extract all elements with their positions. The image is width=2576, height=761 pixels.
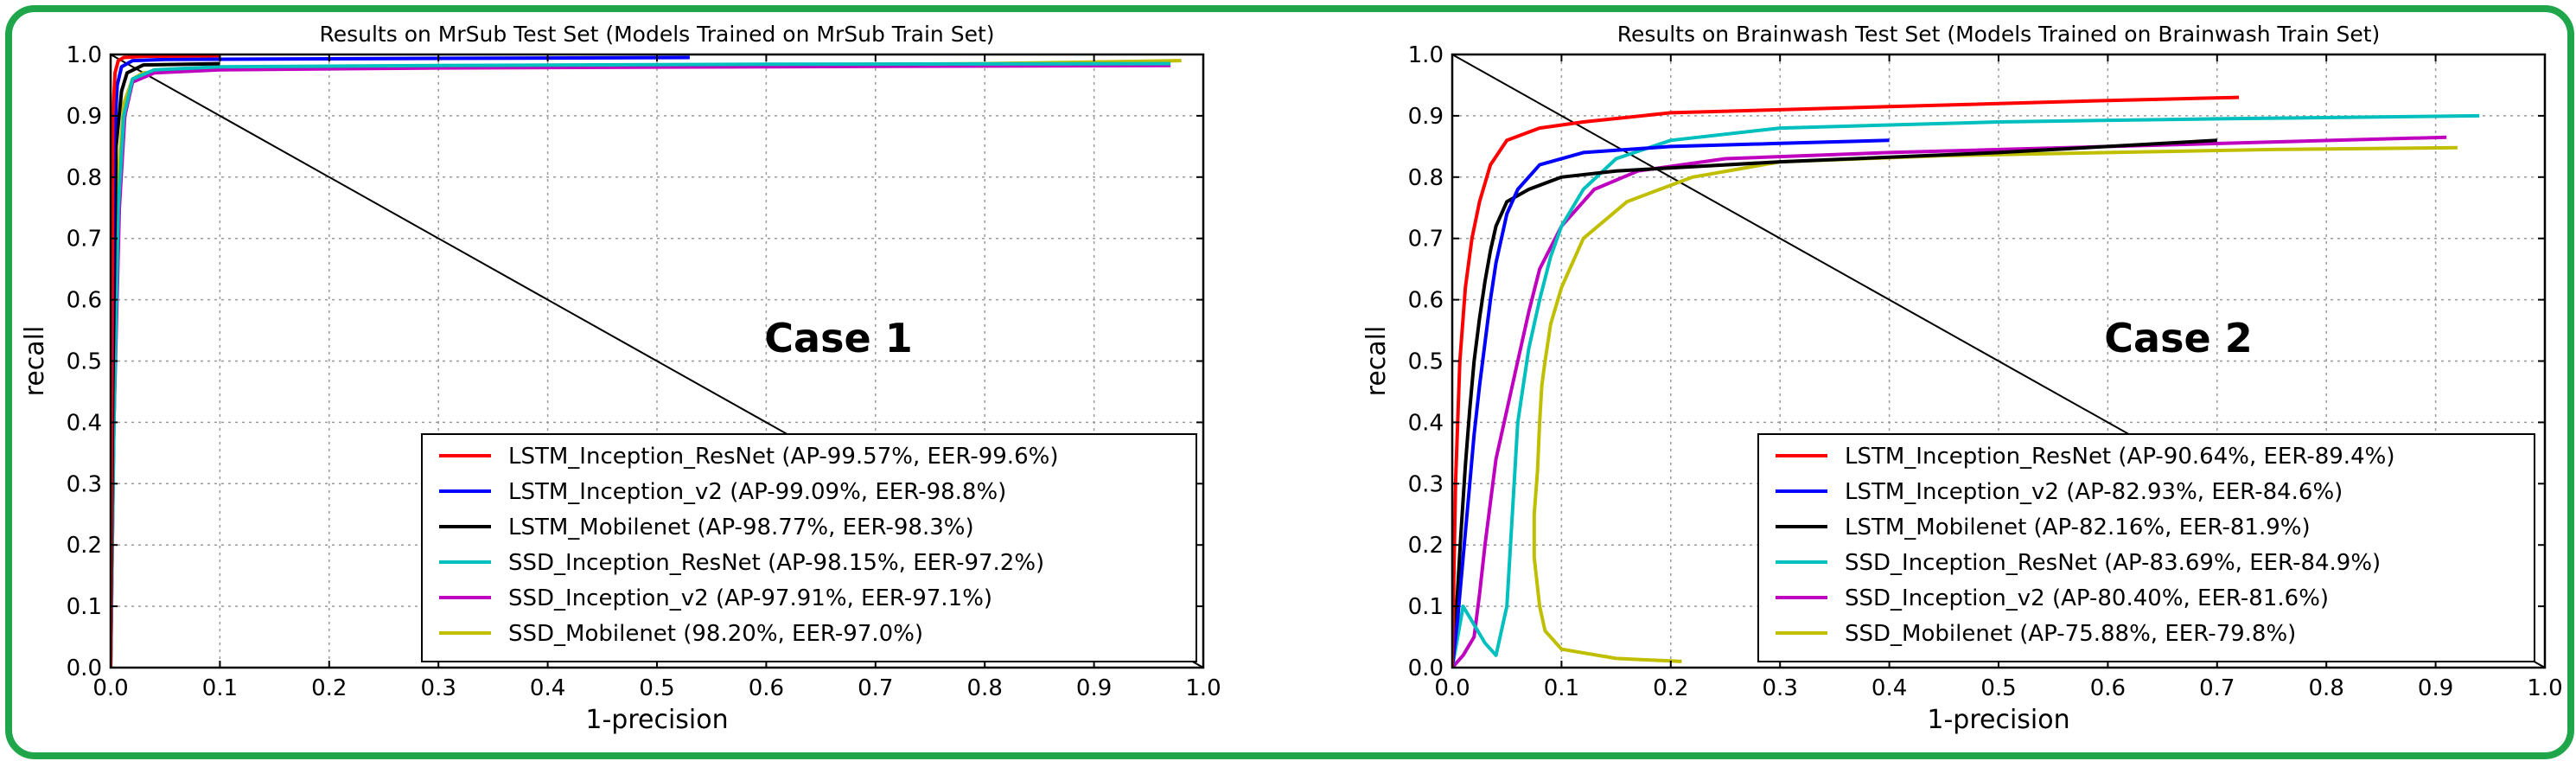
x-tick-label: 0.8 [967,675,1003,701]
y-tick-label: 0.9 [67,104,102,130]
y-tick-label: 0.0 [67,655,102,681]
series-line [1452,113,2480,668]
legend: LSTM_Inception_ResNet (AP-90.64%, EER-89… [1757,433,2535,662]
legend-label: LSTM_Mobilenet (AP-82.16%, EER-81.9%) [1845,515,2311,540]
y-axis-label: recall [20,326,50,397]
series-line [111,54,220,668]
legend-label: SSD_Mobilenet (98.20%, EER-97.0%) [508,621,923,647]
x-tick-label: 1.0 [1185,675,1221,701]
x-tick-label: 0.3 [1763,675,1798,701]
y-tick-label: 0.9 [1408,104,1444,130]
series-group [111,54,1182,668]
x-axis-label: 1-precision [585,705,728,735]
y-tick-label: 0.6 [67,288,102,314]
chart-brainwash: 0.0 0.1 0.2 0.3 0.4 0.5 0.6 0.7 0.8 0.9 1.0 0.0 0.1 0… [1361,22,2563,735]
y-tick-label: 1.0 [67,42,102,68]
legend: LSTM_Inception_ResNet (AP-99.57%, EER-99… [421,433,1197,662]
legend-label: SSD_Inception_v2 (AP-80.40%, EER-81.6%) [1845,585,2329,611]
x-tick-label: 0.5 [639,675,674,701]
legend-label: SSD_Mobilenet (AP-75.88%, EER-79.8%) [1845,621,2296,647]
legend-label: LSTM_Inception_v2 (AP-82.93%, EER-84.6%) [1845,479,2343,505]
x-tick-label: 0.1 [1544,675,1579,701]
x-tick-label: 0.7 [2199,675,2235,701]
x-tick-label: 0.5 [1980,675,2016,701]
x-tick-label: 0.2 [311,675,347,701]
chart-mrsub: 0.0 0.1 0.2 0.3 0.4 0.5 0.6 0.7 0.8 0.9 1.0 0.0 0.1 0… [20,22,1221,735]
x-axis-label: 1-precision [1927,705,2069,735]
y-tick-label: 0.7 [67,227,102,253]
y-tick-label: 0.1 [1408,594,1444,620]
x-tick-label: 0.3 [421,675,456,701]
legend-box [1757,433,2535,662]
y-tick-label: 0.1 [67,594,102,620]
series-line [1452,135,2447,668]
y-tick-label: 0.0 [1408,655,1444,681]
x-tick-label: 0.7 [858,675,893,701]
x-tick-label: 0.4 [1871,675,1907,701]
chart-title: Results on Brainwash Test Set (Models Tr… [1617,22,2381,47]
x-tick-label: 0.2 [1653,675,1688,701]
legend-label: SSD_Inception_ResNet (AP-83.69%, EER-84.… [1845,550,2381,576]
legend-label: LSTM_Inception_ResNet (AP-99.57%, EER-99… [508,444,1058,470]
y-tick-label: 0.6 [1408,288,1444,314]
y-axis-label: recall [1361,326,1392,397]
y-tick-label: 0.3 [67,471,102,497]
series-line [1452,138,1890,668]
y-tick-label: 1.0 [1408,42,1444,68]
x-tick-label: 0.1 [202,675,238,701]
y-tick-label: 0.5 [1408,349,1444,375]
legend-label: LSTM_Inception_v2 (AP-99.09%, EER-98.8%) [508,479,1006,505]
x-tick-label: 0.6 [749,675,784,701]
case-annotation: Case 2 [2104,315,2252,361]
series-line [1452,138,2217,668]
y-tick-label: 0.8 [67,165,102,191]
series-line [111,61,1171,668]
legend-box [421,433,1197,662]
series-line [1452,95,2240,668]
x-tick-label: 0.8 [2309,675,2344,701]
y-tick-label: 0.2 [1408,533,1444,559]
y-tick-label: 0.5 [67,349,102,375]
legend-label: LSTM_Inception_ResNet (AP-90.64%, EER-89… [1845,444,2394,470]
x-tick-label: 1.0 [2527,675,2562,701]
series-group [1452,95,2480,668]
y-tick-label: 0.7 [1408,227,1444,253]
y-tick-label: 0.4 [1408,410,1444,436]
x-tick-label: 0.9 [1076,675,1112,701]
x-tick-label: 0.0 [92,675,128,701]
y-tick-label: 0.3 [1408,471,1444,497]
legend-label: SSD_Inception_v2 (AP-97.91%, EER-97.1%) [508,585,992,611]
legend-label: SSD_Inception_ResNet (AP-98.15%, EER-97.… [508,550,1044,576]
y-tick-label: 0.4 [67,410,102,436]
case-annotation: Case 1 [764,315,912,361]
x-tick-label: 0.4 [530,675,565,701]
legend-label: LSTM_Mobilenet (AP-98.77%, EER-98.3%) [508,515,974,540]
x-tick-label: 0.0 [1434,675,1470,701]
y-tick-label: 0.2 [67,533,102,559]
y-tick-label: 0.8 [1408,165,1444,191]
x-tick-label: 0.9 [2418,675,2453,701]
x-tick-label: 0.6 [2090,675,2126,701]
chart-title: Results on MrSub Test Set (Models Traine… [319,22,994,47]
